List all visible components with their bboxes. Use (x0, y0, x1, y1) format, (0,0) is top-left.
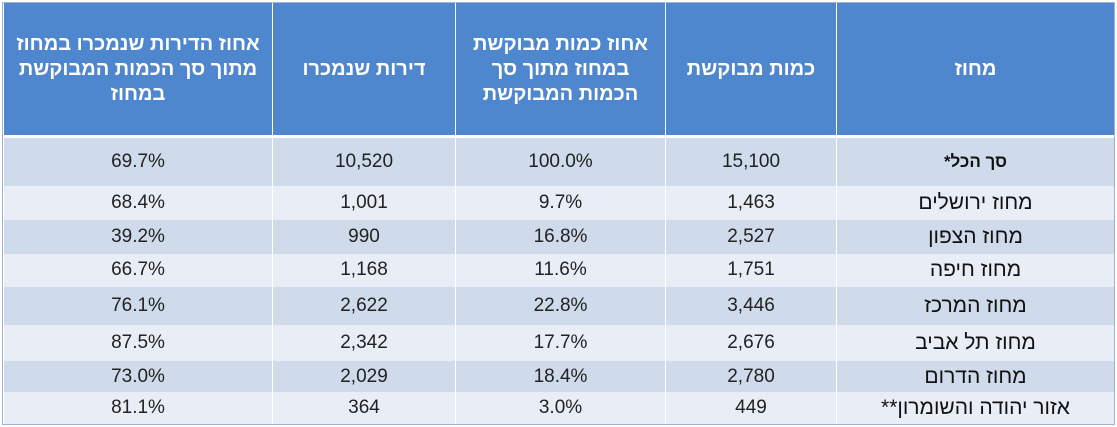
cell-requested-pct: 9.7% (455, 186, 666, 221)
cell-requested-pct: 3.0% (455, 392, 666, 424)
table-row-total: סך הכל* 15,100 100.0% 10,520 69.7% (3, 136, 1115, 187)
table-row: מחוז ירושלים 1,463 9.7% 1,001 68.4% (3, 186, 1115, 221)
cell-sold: 2,029 (272, 360, 456, 393)
cell-sold: 1,001 (272, 186, 456, 221)
table-row: מחוז חיפה 1,751 11.6% 1,168 66.7% (3, 253, 1115, 288)
cell-requested-qty: 3,446 (665, 287, 837, 326)
header-region: מחוז (836, 3, 1115, 137)
table-row: מחוז תל אביב 2,676 17.7% 2,342 87.5% (3, 325, 1115, 361)
cell-region: מחוז המרכז (836, 287, 1115, 326)
cell-requested-pct: 100.0% (455, 136, 666, 187)
cell-sold-pct: 69.7% (3, 136, 273, 187)
cell-requested-qty: 2,780 (665, 360, 837, 393)
cell-requested-pct: 18.4% (455, 360, 666, 393)
cell-requested-pct: 17.7% (455, 325, 666, 361)
cell-sold: 1,168 (272, 253, 456, 288)
cell-sold-pct: 73.0% (3, 360, 273, 393)
cell-sold-pct: 39.2% (3, 220, 273, 254)
cell-requested-pct: 16.8% (455, 220, 666, 254)
header-sold-pct: אחוז הדירות שנמכרו במחוז מתוך סך הכמות ה… (3, 3, 273, 137)
header-requested-qty: כמות מבוקשת (665, 3, 837, 137)
cell-sold-pct: 68.4% (3, 186, 273, 221)
cell-region: מחוז הצפון (836, 220, 1115, 254)
cell-requested-qty: 1,463 (665, 186, 837, 221)
cell-sold: 10,520 (272, 136, 456, 187)
cell-requested-qty: 1,751 (665, 253, 837, 288)
table-row: אזור יהודה והשומרון** 449 3.0% 364 81.1% (3, 392, 1115, 424)
cell-sold: 2,622 (272, 287, 456, 326)
cell-sold-pct: 81.1% (3, 392, 273, 424)
header-requested-pct: אחוז כמות מבוקשת במחוז מתוך סך הכמות המב… (455, 3, 666, 137)
header-row: מחוז כמות מבוקשת אחוז כמות מבוקשת במחוז … (3, 3, 1115, 137)
cell-requested-qty: 449 (665, 392, 837, 424)
cell-region: מחוז הדרום (836, 360, 1115, 393)
table-row: מחוז הדרום 2,780 18.4% 2,029 73.0% (3, 360, 1115, 393)
cell-region: סך הכל* (836, 136, 1115, 187)
cell-sold-pct: 66.7% (3, 253, 273, 288)
header-sold: דירות שנמכרו (272, 3, 456, 137)
cell-requested-pct: 11.6% (455, 253, 666, 288)
table-row: מחוז המרכז 3,446 22.8% 2,622 76.1% (3, 287, 1115, 326)
cell-sold-pct: 87.5% (3, 325, 273, 361)
cell-requested-qty: 15,100 (665, 136, 837, 187)
cell-sold: 2,342 (272, 325, 456, 361)
cell-sold: 364 (272, 392, 456, 424)
cell-region: אזור יהודה והשומרון** (836, 392, 1115, 424)
cell-requested-qty: 2,676 (665, 325, 837, 361)
cell-region: מחוז חיפה (836, 253, 1115, 288)
table-row: מחוז הצפון 2,527 16.8% 990 39.2% (3, 220, 1115, 254)
cell-requested-pct: 22.8% (455, 287, 666, 326)
cell-sold: 990 (272, 220, 456, 254)
regional-housing-table: מחוז כמות מבוקשת אחוז כמות מבוקשת במחוז … (3, 3, 1115, 424)
cell-requested-qty: 2,527 (665, 220, 837, 254)
cell-sold-pct: 76.1% (3, 287, 273, 326)
cell-region: מחוז ירושלים (836, 186, 1115, 221)
cell-region: מחוז תל אביב (836, 325, 1115, 361)
